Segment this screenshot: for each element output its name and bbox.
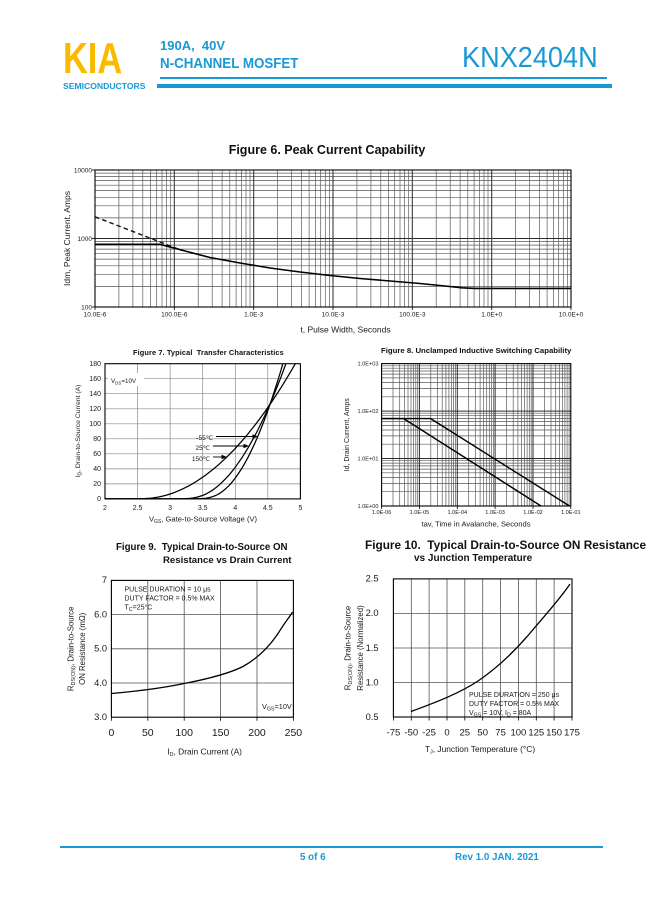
svg-text:25℃: 25℃ xyxy=(195,445,210,452)
svg-text:1.0E-05: 1.0E-05 xyxy=(410,510,430,516)
svg-text:PULSE DURATION = 10 μs: PULSE DURATION = 10 μs xyxy=(125,587,212,594)
svg-text:RDS(ON), Drain-to-Source: RDS(ON), Drain-to-Source xyxy=(344,606,355,691)
svg-text:3.5: 3.5 xyxy=(198,505,208,512)
svg-text:t, Pulse Width, Seconds: t, Pulse Width, Seconds xyxy=(300,325,390,335)
svg-text:100.0E-3: 100.0E-3 xyxy=(399,312,426,319)
svg-text:250: 250 xyxy=(285,727,303,739)
svg-text:PULSE DURATION = 250 μs: PULSE DURATION = 250 μs xyxy=(469,692,560,699)
svg-text:1.0E+01: 1.0E+01 xyxy=(358,457,379,463)
svg-text:Resistance (Normalized): Resistance (Normalized) xyxy=(356,605,365,691)
svg-text:3.0: 3.0 xyxy=(94,712,107,722)
svg-text:RDS(ON), Drain-to-Source: RDS(ON), Drain-to-Source xyxy=(67,607,78,692)
svg-text:2: 2 xyxy=(103,505,107,512)
svg-text:DUTY FACTOR = 0.5% MAX: DUTY FACTOR = 0.5% MAX xyxy=(469,701,560,708)
svg-text:-50: -50 xyxy=(404,727,418,738)
svg-text:2.0: 2.0 xyxy=(366,608,379,618)
svg-text:10000: 10000 xyxy=(74,168,92,175)
svg-text:2.5: 2.5 xyxy=(133,505,143,512)
svg-text:-55℃: -55℃ xyxy=(196,435,213,442)
svg-text:80: 80 xyxy=(93,436,101,443)
svg-text:1.0E-03: 1.0E-03 xyxy=(485,510,505,516)
svg-text:160: 160 xyxy=(89,376,101,383)
svg-text:150℃: 150℃ xyxy=(192,456,211,463)
svg-text:DUTY FACTOR = 0.5% MAX: DUTY FACTOR = 0.5% MAX xyxy=(125,596,216,603)
svg-text:ID, Drain-to-Source Current (A: ID, Drain-to-Source Current (A) xyxy=(75,385,84,478)
svg-text:-25: -25 xyxy=(422,727,436,738)
svg-text:Idm, Peak Current, Amps: Idm, Peak Current, Amps xyxy=(62,191,72,286)
svg-text:100: 100 xyxy=(89,421,101,428)
svg-text:2.5: 2.5 xyxy=(366,574,379,584)
svg-text:100: 100 xyxy=(510,727,526,738)
svg-text:tav, Time in Avalanche, Second: tav, Time in Avalanche, Seconds xyxy=(421,520,530,529)
svg-text:1.0E-02: 1.0E-02 xyxy=(523,510,543,516)
svg-text:10.0E+0: 10.0E+0 xyxy=(559,312,584,319)
svg-text:1.5: 1.5 xyxy=(366,643,379,653)
svg-text:10.0E-6: 10.0E-6 xyxy=(84,312,107,319)
svg-text:50: 50 xyxy=(477,727,488,738)
svg-text:100: 100 xyxy=(81,305,92,312)
svg-text:ON Resistance (mΩ): ON Resistance (mΩ) xyxy=(78,612,87,685)
svg-text:175: 175 xyxy=(564,727,580,738)
svg-text:-75: -75 xyxy=(387,727,401,738)
svg-text:0: 0 xyxy=(108,727,114,739)
svg-text:VGS=10V: VGS=10V xyxy=(262,702,292,713)
svg-text:40: 40 xyxy=(93,466,101,473)
svg-text:1.0: 1.0 xyxy=(366,677,379,687)
svg-text:60: 60 xyxy=(93,451,101,458)
svg-text:0: 0 xyxy=(97,496,101,503)
svg-text:125: 125 xyxy=(528,727,544,738)
svg-text:VGS, Gate-to-Source Voltage (V: VGS, Gate-to-Source Voltage (V) xyxy=(149,515,258,526)
svg-text:1000: 1000 xyxy=(78,236,93,243)
svg-text:TC=25°C: TC=25°C xyxy=(125,604,153,614)
svg-text:ID, Drain Current (A): ID, Drain Current (A) xyxy=(167,747,242,759)
svg-text:1.0E-06: 1.0E-06 xyxy=(372,510,392,516)
svg-text:4.0: 4.0 xyxy=(94,678,107,688)
svg-text:1.0E-04: 1.0E-04 xyxy=(448,510,468,516)
svg-text:5: 5 xyxy=(298,505,302,512)
svg-text:VDS=10V: VDS=10V xyxy=(111,378,137,386)
svg-text:4.5: 4.5 xyxy=(263,505,273,512)
svg-text:140: 140 xyxy=(89,391,101,398)
svg-text:1.0E+03: 1.0E+03 xyxy=(358,362,379,368)
svg-text:25: 25 xyxy=(460,727,471,738)
svg-text:150: 150 xyxy=(546,727,562,738)
svg-text:180: 180 xyxy=(89,361,101,368)
svg-text:VGS = 10V, ID = 80A: VGS = 10V, ID = 80A xyxy=(469,710,532,719)
svg-text:0.5: 0.5 xyxy=(366,712,379,722)
svg-text:50: 50 xyxy=(142,727,154,739)
svg-text:120: 120 xyxy=(89,406,101,413)
svg-text:1.0E+02: 1.0E+02 xyxy=(358,409,379,415)
svg-text:4: 4 xyxy=(233,505,237,512)
svg-text:7: 7 xyxy=(102,575,107,585)
svg-text:1.0E-3: 1.0E-3 xyxy=(244,312,264,319)
svg-text:150: 150 xyxy=(212,727,230,739)
svg-text:1.0E+00: 1.0E+00 xyxy=(358,504,379,510)
svg-text:TJ, Junction Temperature (°C): TJ, Junction Temperature (°C) xyxy=(425,744,535,756)
svg-text:5.0: 5.0 xyxy=(94,644,107,654)
svg-text:3: 3 xyxy=(168,505,172,512)
svg-text:Id, Drain Current, Amps: Id, Drain Current, Amps xyxy=(344,398,351,472)
svg-text:1.0E+0: 1.0E+0 xyxy=(481,312,502,319)
svg-text:6.0: 6.0 xyxy=(94,609,107,619)
svg-text:75: 75 xyxy=(495,727,506,738)
svg-text:0: 0 xyxy=(444,727,449,738)
svg-text:100.0E-6: 100.0E-6 xyxy=(161,312,188,319)
svg-text:20: 20 xyxy=(93,481,101,488)
svg-text:1.0E-01: 1.0E-01 xyxy=(561,510,581,516)
svg-text:10.0E-3: 10.0E-3 xyxy=(322,312,345,319)
svg-text:100: 100 xyxy=(175,727,193,739)
svg-text:200: 200 xyxy=(248,727,266,739)
